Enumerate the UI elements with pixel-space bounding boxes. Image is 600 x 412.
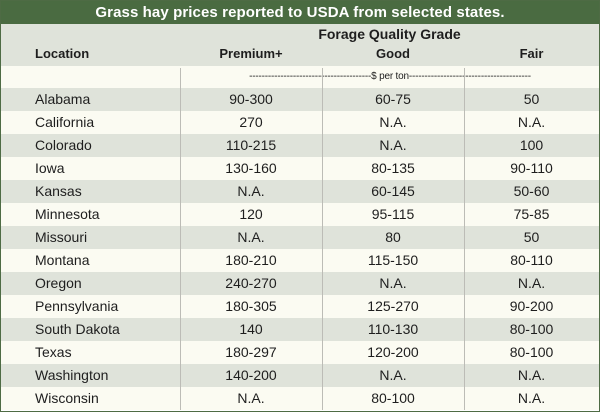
location-cell: Iowa — [35, 160, 65, 176]
fair-cell: 80-110 — [510, 252, 553, 268]
column-header-location: Location — [35, 46, 90, 61]
column-header-good: Good — [376, 46, 410, 61]
location-cell: Alabama — [35, 91, 91, 107]
good-cell: 80 — [385, 229, 401, 245]
data-rows: Alabama 90-300 60-75 50 California 270 N.A. N.A… — [1, 88, 599, 410]
fair-cell: 90-110 — [510, 160, 553, 176]
good-cell: 60-75 — [375, 91, 411, 107]
premium-cell: 180-210 — [225, 252, 277, 268]
good-cell: 80-135 — [371, 160, 415, 176]
table-row: South Dakota 140 110-130 80-100 — [1, 318, 599, 341]
fair-cell: 90-200 — [509, 298, 554, 314]
column-divider — [180, 68, 181, 410]
good-cell: 115-150 — [367, 252, 419, 268]
location-cell: Oregon — [35, 275, 82, 291]
group-header: Forage Quality Grade — [318, 26, 461, 42]
table-row: Montana 180-210 115-150 80-110 — [1, 249, 599, 272]
table-row: Oregon 240-270 N.A. N.A. — [1, 272, 599, 295]
table-row: Kansas N.A. 60-145 50-60 — [1, 180, 599, 203]
good-cell: 125-270 — [367, 298, 419, 314]
column-header-premium: Premium+ — [219, 46, 283, 61]
fair-cell: N.A. — [517, 114, 546, 130]
table-row: Washington 140-200 N.A. N.A. — [1, 364, 599, 387]
location-cell: Colorado — [35, 137, 92, 153]
location-cell: California — [35, 114, 95, 130]
table-row: Colorado 110-215 N.A. 100 — [1, 134, 599, 157]
premium-cell: N.A. — [237, 229, 265, 245]
fair-cell: N.A. — [517, 367, 546, 383]
premium-cell: 130-160 — [225, 160, 277, 176]
location-cell: Washington — [35, 367, 109, 383]
location-cell: Texas — [35, 344, 72, 360]
premium-cell: 110-215 — [225, 137, 277, 153]
location-cell: Minnesota — [35, 206, 100, 222]
table-row: Iowa 130-160 80-135 90-110 — [1, 157, 599, 180]
column-header-fair: Fair — [519, 46, 544, 61]
column-divider — [464, 68, 465, 410]
premium-cell: 140-200 — [225, 367, 277, 383]
fair-cell: 50 — [523, 91, 540, 107]
good-cell: N.A. — [379, 114, 407, 130]
premium-cell: 90-300 — [229, 91, 273, 107]
location-cell: South Dakota — [35, 321, 120, 337]
premium-cell: 120 — [239, 206, 263, 222]
unit-label: ---------------------------------------$… — [249, 71, 531, 82]
fair-cell: 50-60 — [513, 183, 550, 199]
good-cell: 110-130 — [367, 321, 419, 337]
table-row: Wisconsin N.A. 80-100 N.A. — [1, 387, 599, 410]
good-cell: N.A. — [379, 275, 407, 291]
good-cell: N.A. — [379, 137, 407, 153]
good-cell: N.A. — [379, 367, 407, 383]
table-title: Grass hay prices reported to USDA from s… — [1, 1, 599, 24]
fair-cell: 75-85 — [513, 206, 550, 222]
premium-cell: 270 — [239, 114, 263, 130]
fair-cell: 80-100 — [509, 344, 554, 360]
table-row: Minnesota 120 95-115 75-85 — [1, 203, 599, 226]
table-row: Texas 180-297 120-200 80-100 — [1, 341, 599, 364]
premium-cell: N.A. — [237, 183, 265, 199]
good-cell: 80-100 — [371, 390, 415, 406]
column-divider — [322, 68, 323, 410]
table-grid: Forage Quality Grade Location Premium+ G… — [1, 24, 599, 410]
premium-cell: 240-270 — [225, 275, 277, 291]
location-cell: Montana — [35, 252, 90, 268]
location-cell: Wisconsin — [35, 390, 99, 406]
fair-cell: N.A. — [517, 390, 546, 406]
unit-row: ---------------------------------------$… — [1, 66, 599, 88]
location-cell: Kansas — [35, 183, 82, 199]
premium-cell: 180-297 — [225, 344, 277, 360]
premium-cell: 140 — [239, 321, 263, 337]
fair-cell: 80-100 — [509, 321, 554, 337]
fair-cell: 100 — [519, 137, 544, 153]
location-cell: Missouri — [35, 229, 88, 245]
good-cell: 60-145 — [371, 183, 415, 199]
table-row: Pennsylvania 180-305 125-270 90-200 — [1, 295, 599, 318]
fair-cell: 50 — [523, 229, 540, 245]
column-header-row: Location Premium+ Good Fair — [1, 44, 599, 66]
premium-cell: N.A. — [237, 390, 265, 406]
good-cell: 95-115 — [371, 206, 415, 222]
good-cell: 120-200 — [367, 344, 419, 360]
table-row: California 270 N.A. N.A. — [1, 111, 599, 134]
group-header-row: Forage Quality Grade — [1, 24, 599, 44]
location-cell: Pennsylvania — [35, 298, 119, 314]
premium-cell: 180-305 — [225, 298, 277, 314]
table-row: Alabama 90-300 60-75 50 — [1, 88, 599, 111]
table-row: Missouri N.A. 80 50 — [1, 226, 599, 249]
fair-cell: N.A. — [517, 275, 546, 291]
